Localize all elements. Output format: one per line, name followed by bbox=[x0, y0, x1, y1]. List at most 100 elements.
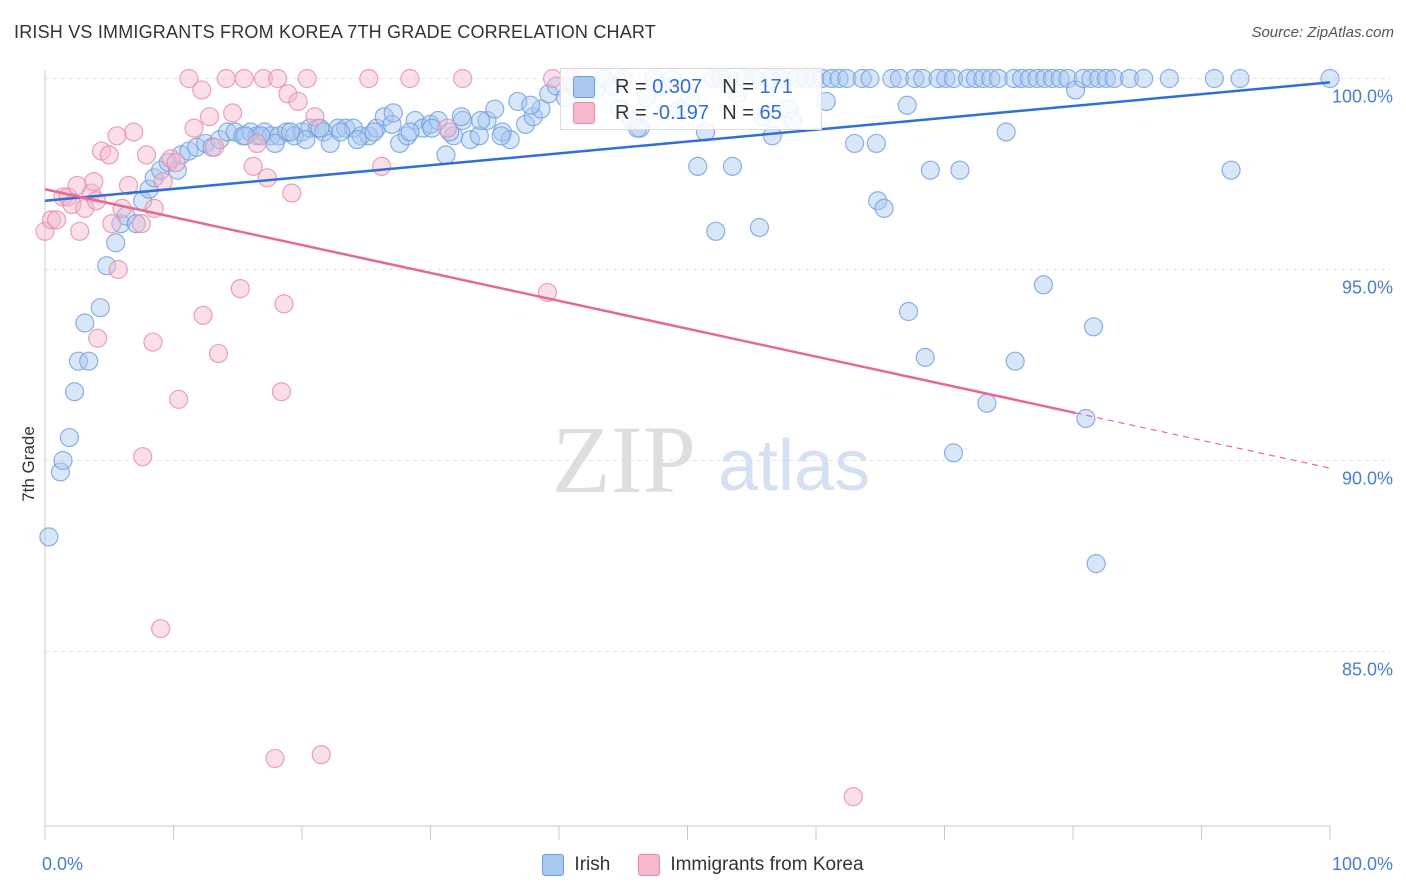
legend-r-label: R = bbox=[615, 75, 647, 98]
axes bbox=[44, 70, 1331, 840]
irish-point bbox=[943, 68, 964, 89]
irish-point bbox=[436, 145, 456, 165]
irish-point bbox=[943, 443, 964, 463]
irish-point bbox=[1019, 68, 1039, 89]
irish-point bbox=[400, 122, 420, 142]
irish-point bbox=[936, 68, 956, 89]
korea-point bbox=[542, 68, 563, 89]
korea-point bbox=[208, 343, 229, 364]
trend-lines bbox=[44, 81, 1331, 469]
irish-point bbox=[1005, 351, 1025, 371]
irish-point bbox=[915, 347, 935, 367]
korea-point bbox=[843, 787, 863, 807]
irish-point bbox=[988, 68, 1009, 89]
irish-point bbox=[866, 133, 886, 154]
irish-point bbox=[1159, 68, 1179, 89]
legend-swatch-irish bbox=[573, 76, 595, 98]
irish-point bbox=[977, 393, 997, 413]
irish-point bbox=[996, 122, 1016, 142]
korea-point bbox=[133, 447, 153, 467]
irish-point bbox=[837, 68, 857, 89]
irish-point bbox=[1086, 554, 1106, 574]
irish-point bbox=[1204, 68, 1224, 89]
x-tick-label: 0.0% bbox=[42, 854, 83, 874]
irish-point bbox=[829, 68, 849, 89]
korea-point bbox=[193, 305, 213, 325]
irish-point bbox=[1096, 68, 1117, 89]
irish-point bbox=[920, 160, 940, 180]
korea-point bbox=[184, 118, 204, 138]
korea-point bbox=[282, 183, 302, 203]
irish-point bbox=[1058, 68, 1078, 89]
irish-point bbox=[75, 313, 95, 333]
irish-point bbox=[1083, 317, 1104, 337]
irish-point bbox=[874, 198, 894, 218]
y-tick-label: 95.0% bbox=[1342, 278, 1393, 298]
correlation-legend: R = 0.307 N = 171 R = -0.197 N = 65 bbox=[560, 68, 822, 130]
korea-point bbox=[131, 214, 151, 234]
tick-labels: 85.0% 90.0% 95.0% 100.0% 0.0% 100.0% bbox=[42, 87, 1393, 875]
irish-point bbox=[485, 99, 505, 119]
legend-label-irish: Irish bbox=[574, 854, 611, 875]
irish-point bbox=[958, 68, 978, 89]
irish-point bbox=[314, 122, 334, 142]
irish-point bbox=[235, 126, 256, 146]
series-legend: Irish Immigrants from Korea bbox=[0, 852, 1406, 878]
irish-point bbox=[405, 110, 425, 131]
irish-point bbox=[343, 118, 363, 138]
irish-point bbox=[330, 122, 351, 142]
irish-point bbox=[90, 298, 110, 318]
korea-point bbox=[136, 145, 157, 165]
legend-r-value-korea: -0.197 bbox=[652, 101, 709, 124]
korea-point bbox=[305, 107, 325, 127]
korea-point bbox=[179, 68, 199, 89]
irish-point bbox=[889, 68, 910, 89]
korea-trend-line bbox=[44, 188, 1076, 415]
irish-point bbox=[1076, 408, 1096, 429]
irish-point bbox=[1230, 68, 1250, 89]
irish-point bbox=[706, 221, 726, 241]
korea-point bbox=[102, 214, 122, 234]
korea-point bbox=[84, 172, 104, 192]
watermark-zip: ZIP bbox=[552, 406, 696, 513]
korea-point bbox=[372, 156, 392, 176]
korea-point bbox=[161, 149, 181, 169]
irish-trend-line bbox=[44, 81, 1331, 202]
korea-point bbox=[143, 332, 163, 352]
irish-point bbox=[336, 118, 356, 138]
korea-trend-extension bbox=[1075, 412, 1331, 469]
irish-point bbox=[1035, 68, 1055, 89]
irish-point bbox=[898, 301, 919, 322]
korea-point bbox=[46, 210, 67, 230]
irish-point bbox=[64, 382, 85, 402]
legend-row-irish: R = 0.307 N = 171 bbox=[573, 74, 793, 100]
irish-point bbox=[106, 233, 126, 253]
irish-point bbox=[905, 68, 925, 89]
irish-point bbox=[913, 68, 933, 89]
korea-point bbox=[124, 122, 144, 142]
legend-item-irish[interactable]: Irish bbox=[542, 854, 610, 876]
korea-point bbox=[223, 103, 243, 123]
korea-point bbox=[437, 118, 457, 138]
irish-point bbox=[359, 126, 379, 146]
irish-point bbox=[1033, 275, 1054, 295]
irish-point bbox=[1134, 68, 1154, 89]
korea-point bbox=[205, 137, 225, 157]
korea-point bbox=[257, 168, 277, 188]
korea-point bbox=[274, 294, 294, 314]
irish-point bbox=[1042, 68, 1063, 89]
irish-point bbox=[50, 462, 71, 482]
irish-point bbox=[897, 95, 917, 115]
chart-title: IRISH VS IMMIGRANTS FROM KOREA 7TH GRADE… bbox=[14, 22, 657, 42]
korea-point bbox=[166, 152, 186, 173]
irish-point bbox=[310, 118, 330, 138]
irish-point bbox=[126, 214, 146, 234]
korea-point bbox=[230, 279, 250, 299]
legend-item-korea[interactable]: Immigrants from Korea bbox=[638, 854, 864, 876]
korea-point bbox=[153, 172, 173, 192]
irish-point bbox=[1089, 68, 1109, 89]
korea-point bbox=[108, 259, 128, 280]
korea-point bbox=[453, 68, 473, 89]
korea-point bbox=[234, 68, 254, 89]
